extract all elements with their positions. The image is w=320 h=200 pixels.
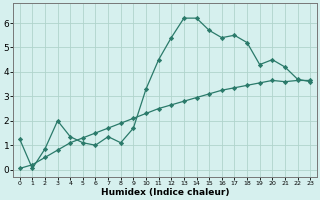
X-axis label: Humidex (Indice chaleur): Humidex (Indice chaleur) [101,188,229,197]
